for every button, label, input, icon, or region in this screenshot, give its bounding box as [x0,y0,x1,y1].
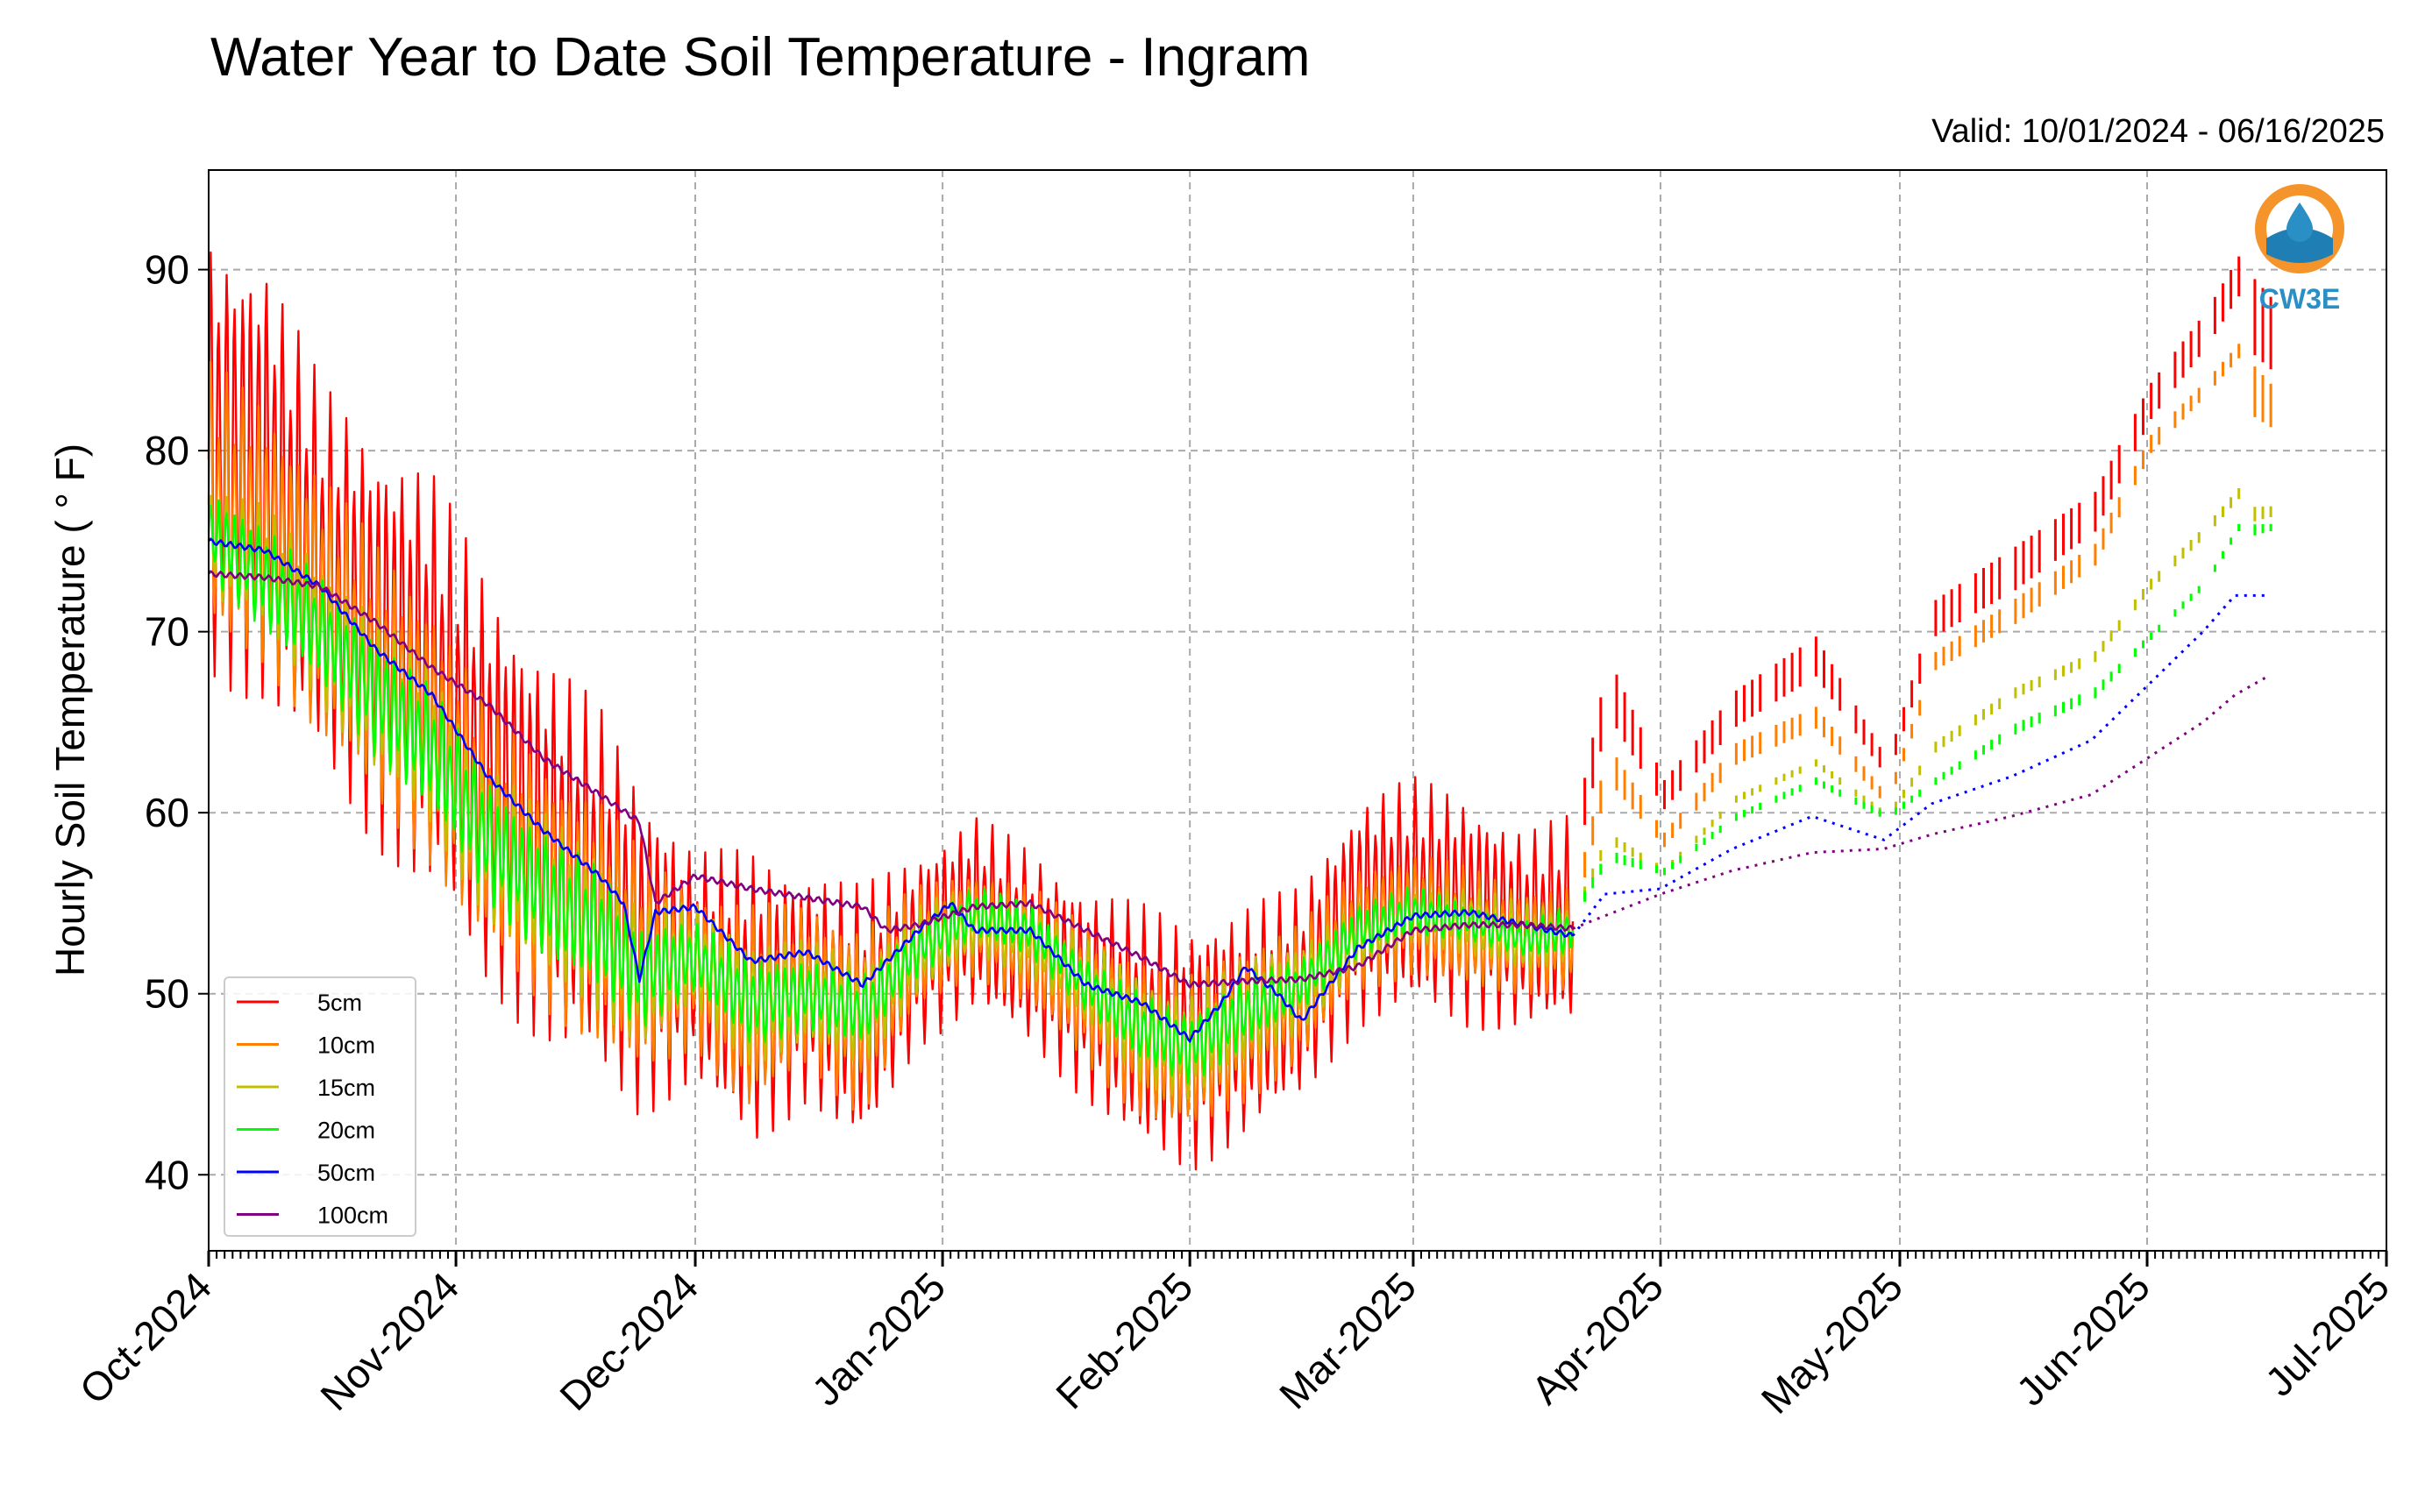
legend-label-5cm: 5cm [317,990,362,1016]
y-axis-label: Hourly Soil Temperature ( ° F) [47,444,93,976]
cw3e-logo: CW3E [2255,184,2344,315]
x-tick-label: Jul-2025 [2257,1263,2399,1405]
series-sparse-10cm [1583,344,2272,877]
logo-droplet-icon [2286,202,2313,242]
y-tick-label: 70 [145,609,189,655]
y-tick-label: 90 [145,247,189,293]
valid-date-range: Valid: 10/01/2024 - 06/16/2025 [1931,113,2385,150]
legend-box [224,976,416,1237]
grid [209,170,2386,1251]
series-line-50cm [208,537,1575,1043]
plot-frame [208,169,2387,1252]
y-tick-label: 80 [145,428,189,473]
series-sparse-20cm [1583,523,2272,902]
chart-title: Water Year to Date Soil Temperature - In… [210,27,1310,88]
x-tick-label: May-2025 [1753,1263,1911,1422]
series-50cm [208,537,2267,1043]
x-tick-label: Mar-2025 [1270,1263,1425,1417]
series-dotted-50cm [1571,593,2267,937]
x-tick-label: Jun-2025 [2008,1263,2158,1414]
legend-label-20cm: 20cm [317,1118,375,1144]
legend-label-100cm: 100cm [317,1203,388,1229]
series-100cm [207,570,2268,989]
x-tick-label: Jan-2025 [803,1263,954,1414]
legend-label-50cm: 50cm [317,1160,375,1186]
series-20cm [207,499,2272,1084]
x-minor-ticks [208,1251,2387,1259]
y-tick-label: 60 [145,790,189,835]
x-tick-label: Apr-2025 [1522,1263,1672,1413]
series-5cm [207,251,2272,1171]
legend: 5cm 10cm 15cm 20cm 50cm 100cm [224,976,416,1237]
y-tick-label: 50 [145,971,189,1017]
axes: 40 50 60 70 80 90 Oct-2024 Nov-2024 Dec-2024 Jan-… [71,247,2399,1423]
x-tick-label: Dec-2024 [551,1263,707,1419]
x-tick-label: Feb-2025 [1047,1263,1201,1417]
series-line-100cm [207,570,1574,989]
logo-water-waves [2266,228,2333,263]
logo-text: CW3E [2259,283,2340,315]
data-area [207,251,2272,1171]
x-tick-label: Nov-2024 [311,1263,467,1419]
legend-label-10cm: 10cm [317,1033,375,1059]
legend-label-15cm: 15cm [317,1075,375,1101]
x-tick-label: Oct-2024 [71,1263,221,1413]
series-dotted-100cm [1572,675,2268,930]
y-tick-label: 40 [145,1152,189,1197]
series-sparse-5cm [1583,256,2272,826]
series-line-20cm [207,499,1575,1084]
